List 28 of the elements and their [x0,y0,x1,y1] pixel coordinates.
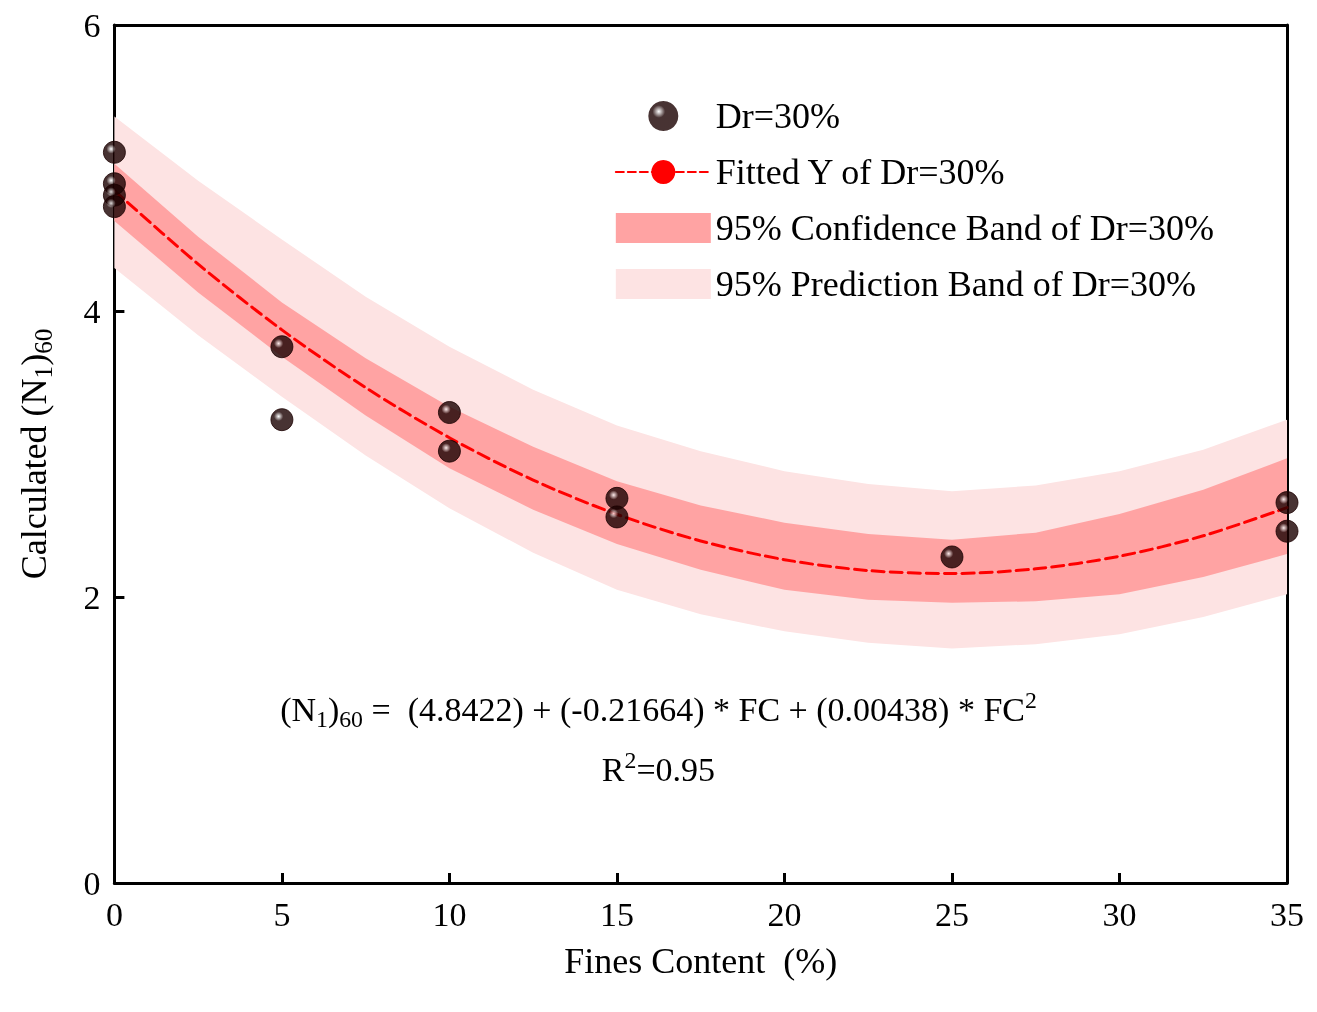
point [1275,519,1299,543]
x-axis-title: Fines Content (%) [564,941,838,981]
y-tick-label: 0 [83,864,101,902]
x-tick-label: 10 [432,895,467,933]
x-tick-label: 20 [767,895,802,933]
x-tick-label: 35 [1270,895,1304,933]
y-tick-label: 6 [83,6,101,44]
legend-label: Dr=30% [715,96,841,136]
point [605,505,629,529]
x-tick-label: 5 [273,895,291,933]
y-tick-label: 4 [83,292,101,330]
point [437,439,461,463]
point [270,408,294,432]
y-tick-label: 2 [83,578,101,616]
x-tick-label: 30 [1102,895,1137,933]
x-tick-label: 15 [599,895,634,933]
point [1275,491,1299,515]
legend-label: 95% Prediction Band of Dr=30% [715,264,1197,304]
y-axis-title: Calculated (N1)60 [14,328,58,580]
point [270,335,294,359]
point [102,195,126,219]
point [102,140,126,164]
legend-label: Fitted Y of Dr=30% [715,152,1005,192]
point [605,486,629,510]
x-tick-label: 25 [934,895,969,933]
point [437,401,461,425]
point [940,545,964,569]
legend-label: 95% Confidence Band of Dr=30% [715,208,1215,248]
